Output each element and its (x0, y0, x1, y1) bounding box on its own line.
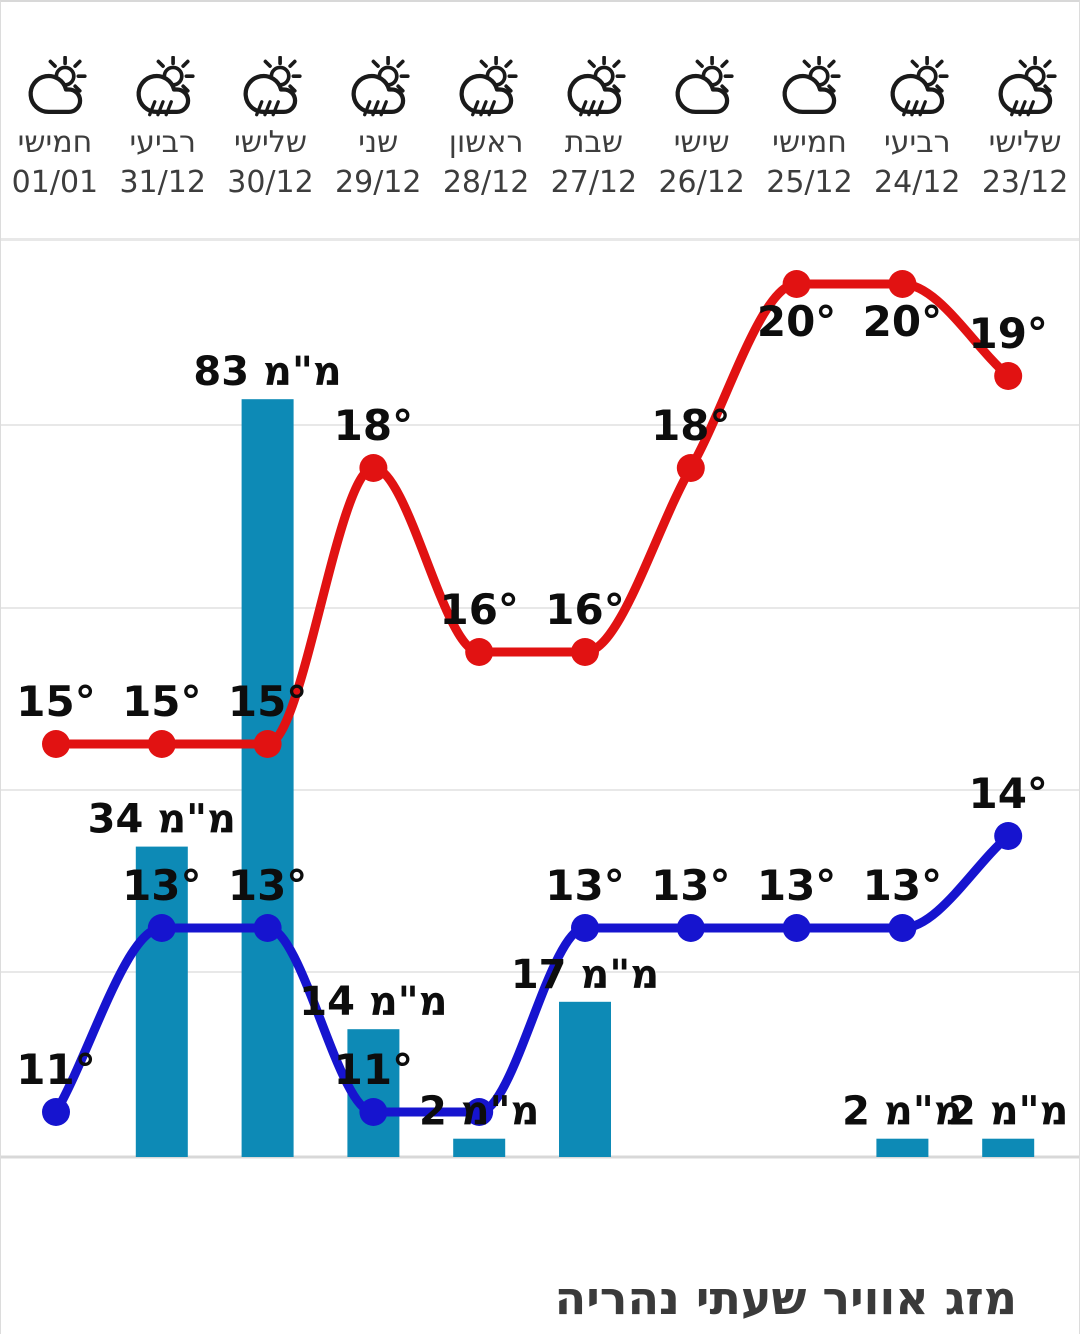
high-temp-label: 15° (228, 677, 307, 726)
day-date-label: 01/01 (11, 165, 99, 200)
day-column-27-12[interactable]: שבת 27/12 (540, 56, 648, 200)
precip-bar (559, 1001, 611, 1157)
precip-label: מ"מ 2 (948, 1089, 1069, 1135)
sun-rain-icon (884, 56, 950, 122)
low-temp-label: 13° (545, 861, 624, 910)
precip-bar (241, 399, 294, 1157)
precip-bar (135, 846, 188, 1157)
low-temp-label: 13° (757, 861, 836, 910)
precip-label: מ"מ 2 (842, 1089, 963, 1135)
day-column-29-12[interactable]: שני 29/12 (324, 56, 432, 200)
day-weekday-label: חמישי (17, 125, 93, 160)
precip-label: מ"מ 2 (419, 1089, 540, 1135)
sun-rain-icon (237, 56, 303, 122)
sun-rain-icon (345, 56, 411, 122)
day-column-25-12[interactable]: חמישי 25/12 (756, 56, 864, 200)
day-column-26-12[interactable]: שישי 26/12 (648, 56, 756, 200)
high-temp-label: 15° (16, 677, 95, 726)
gridlines (1, 424, 1079, 1159)
day-column-24-12[interactable]: רביעי 24/12 (863, 56, 971, 200)
day-column-31-12[interactable]: רביעי 31/12 (109, 56, 217, 200)
widget-title: מזג אוויר שעתי נהריה (554, 1271, 1017, 1325)
low-temp-label: 13° (228, 861, 307, 910)
precip-bar (876, 1138, 929, 1157)
low-temp-line (42, 822, 1023, 1126)
day-date-label: 27/12 (550, 165, 638, 200)
temp-labels: 15° 11° 15° 13° 15° 13° 18° 11° 16° 16° 13° 18° 13° 2… (16, 297, 1048, 1094)
high-temp-label: 19° (968, 309, 1047, 358)
low-temp-label: 14° (968, 769, 1047, 818)
high-temp-label: 18° (651, 401, 730, 450)
high-temp-label: 20° (863, 297, 942, 346)
forecast-days-header: חמישי 01/01 רביעי 31/12 שלישי 30/12 שני 29/1… (1, 56, 1079, 200)
sun-rain-icon (453, 56, 519, 122)
day-weekday-label: רביעי (884, 125, 951, 160)
precip-bar (347, 1029, 400, 1157)
sun-cloud-icon (669, 56, 735, 122)
day-date-label: 31/12 (119, 165, 206, 200)
day-date-label: 28/12 (442, 165, 530, 200)
precip-label: מ"מ 34 (88, 797, 236, 843)
day-weekday-label: שני (358, 125, 399, 160)
low-temp-label: 11° (16, 1045, 95, 1094)
low-temp-label: 11° (334, 1045, 413, 1094)
day-weekday-label: ראשון (448, 125, 524, 160)
header-divider (1, 238, 1079, 241)
low-temp-label: 13° (863, 861, 942, 910)
high-temp-label: 16° (439, 585, 518, 634)
low-temp-label: 13° (651, 861, 730, 910)
precip-label: מ"מ 83 (193, 349, 341, 395)
precipitation-bars (135, 399, 1035, 1157)
sun-cloud-icon (22, 56, 88, 122)
sun-rain-icon (992, 56, 1058, 122)
high-temp-label: 16° (545, 585, 624, 634)
precip-labels: מ"מ 34מ"מ 83מ"מ 14מ"מ 2מ"מ 17מ"מ 2מ"מ 2 (88, 349, 1069, 1134)
day-weekday-label: שלישי (988, 125, 1062, 160)
day-date-label: 29/12 (335, 165, 422, 200)
sun-cloud-icon (776, 56, 842, 122)
precip-bar (982, 1138, 1035, 1157)
day-date-label: 30/12 (227, 165, 314, 200)
day-date-label: 23/12 (981, 165, 1069, 200)
precip-label: מ"מ 14 (299, 979, 447, 1025)
day-column-23-12[interactable]: שלישי 23/12 (971, 56, 1079, 200)
precip-label: מ"מ 17 (511, 952, 659, 998)
day-weekday-label: חמישי (772, 125, 847, 160)
high-temp-label: 15° (122, 677, 201, 726)
sun-rain-icon (130, 56, 196, 122)
day-weekday-label: שבת (564, 125, 624, 160)
precip-bar (453, 1138, 506, 1157)
day-column-30-12[interactable]: שלישי 30/12 (217, 56, 325, 200)
day-column-01-01[interactable]: חמישי 01/01 (1, 56, 109, 200)
day-weekday-label: שישי (673, 125, 730, 160)
sun-rain-icon (561, 56, 627, 122)
day-date-label: 25/12 (766, 165, 853, 200)
high-temp-label: 18° (334, 401, 413, 450)
day-date-label: 24/12 (874, 165, 961, 200)
high-temp-label: 20° (757, 297, 836, 346)
day-weekday-label: רביעי (129, 125, 196, 160)
day-weekday-label: שלישי (234, 125, 307, 160)
day-column-28-12[interactable]: ראשון 28/12 (432, 56, 540, 200)
day-date-label: 26/12 (658, 165, 745, 200)
high-temp-line (42, 270, 1023, 758)
low-temp-label: 13° (122, 861, 201, 910)
